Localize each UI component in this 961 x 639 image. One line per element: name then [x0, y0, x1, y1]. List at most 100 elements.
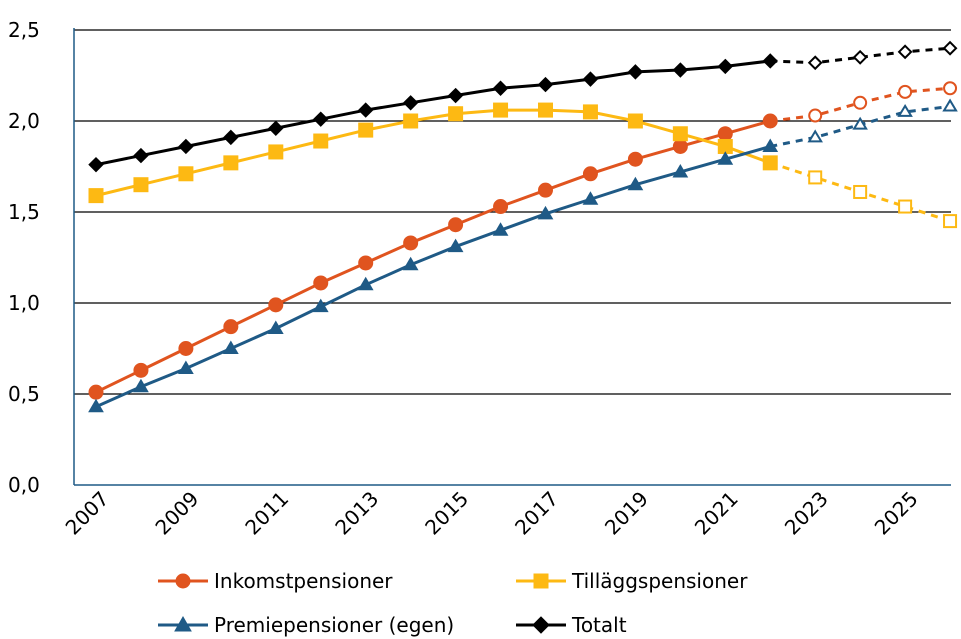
- data-point: [672, 163, 689, 178]
- data-point: [717, 151, 734, 165]
- series-line-forecast: [770, 46, 951, 65]
- legend-item: Premiepensioner (egen): [158, 613, 454, 637]
- series-line-actual: [95, 59, 771, 167]
- data-point: [448, 106, 464, 122]
- data-point: [532, 616, 550, 634]
- x-tick-label: 2021: [690, 487, 743, 540]
- data-point: [402, 256, 419, 271]
- y-tick-label: 0,0: [8, 473, 40, 497]
- data-point: [762, 155, 778, 171]
- data-point: [807, 55, 823, 71]
- data-point: [175, 573, 191, 589]
- y-axis: 0,0 0,5 1,0 1,5 2,0 2,5: [8, 18, 75, 497]
- data-point: [268, 297, 284, 313]
- data-point: [538, 102, 553, 118]
- data-point: [88, 384, 104, 400]
- legend-item: Tilläggspensioner: [516, 569, 748, 593]
- data-point: [133, 147, 149, 164]
- data-point: [853, 184, 868, 199]
- legend-label: Totalt: [571, 613, 627, 637]
- data-point: [174, 615, 192, 632]
- data-point: [717, 58, 734, 75]
- series-premiepensioner-egen: [88, 98, 958, 413]
- data-point: [268, 144, 284, 160]
- data-point: [178, 138, 194, 155]
- data-point: [942, 98, 958, 112]
- data-point: [402, 95, 419, 111]
- series-line-actual: [95, 119, 771, 394]
- series-group: [88, 40, 958, 413]
- x-tick-label: 2025: [870, 487, 923, 540]
- data-point: [627, 176, 644, 191]
- x-tick-label: 2017: [510, 487, 563, 540]
- data-point: [582, 166, 598, 182]
- data-point: [178, 166, 194, 182]
- data-point: [222, 340, 239, 354]
- data-point: [582, 191, 599, 205]
- data-point: [852, 116, 868, 130]
- data-point: [312, 298, 329, 313]
- legend: Inkomstpensioner Tilläggspensioner Premiep…: [158, 569, 748, 637]
- y-tick-label: 0,5: [8, 382, 40, 406]
- y-tick-label: 2,5: [8, 18, 40, 42]
- data-point: [762, 138, 779, 152]
- x-tick-label: 2011: [240, 487, 293, 540]
- y-tick-label: 1,5: [8, 200, 40, 224]
- data-point: [897, 103, 913, 117]
- y-tick-label: 2,0: [8, 109, 40, 133]
- data-point: [627, 151, 643, 167]
- data-point: [943, 81, 958, 96]
- data-point: [357, 102, 374, 118]
- data-point: [448, 217, 464, 233]
- data-point: [223, 155, 239, 171]
- data-point: [493, 199, 509, 215]
- series-inkomstpensioner: [88, 81, 958, 400]
- data-point: [492, 80, 509, 96]
- data-point: [582, 104, 598, 120]
- data-point: [717, 126, 733, 142]
- data-point: [898, 84, 913, 99]
- data-point: [358, 255, 374, 271]
- data-point: [88, 398, 104, 413]
- data-point: [627, 64, 644, 80]
- x-tick-label: 2009: [150, 487, 203, 540]
- data-point: [133, 378, 149, 393]
- data-point: [358, 122, 374, 138]
- series-totalt: [88, 40, 958, 173]
- legend-label: Tilläggspensioner: [571, 569, 748, 593]
- data-point: [943, 214, 958, 229]
- data-point: [897, 44, 913, 60]
- data-point: [672, 126, 688, 142]
- data-point: [582, 71, 599, 87]
- data-point: [807, 129, 823, 143]
- series-line-actual: [95, 108, 771, 198]
- legend-item: Totalt: [516, 613, 627, 637]
- data-point: [942, 40, 958, 56]
- y-tick-label: 1,0: [8, 291, 40, 315]
- data-point: [853, 95, 868, 110]
- data-point: [538, 182, 553, 198]
- data-point: [533, 573, 549, 589]
- data-point: [88, 188, 104, 204]
- data-point: [133, 177, 149, 193]
- x-tick-label: 2007: [61, 487, 114, 540]
- grid-lines: [74, 29, 951, 395]
- data-point: [403, 113, 419, 129]
- data-point: [268, 120, 284, 136]
- data-point: [403, 235, 419, 251]
- data-point: [447, 87, 464, 104]
- series-line-actual: [95, 145, 771, 409]
- data-point: [447, 238, 464, 253]
- data-point: [223, 319, 239, 335]
- legend-label: Inkomstpensioner: [214, 569, 393, 593]
- data-point: [178, 360, 194, 375]
- data-point: [672, 138, 688, 154]
- series-tilläggspensioner: [88, 102, 958, 229]
- data-point: [223, 129, 239, 146]
- data-point: [313, 275, 329, 291]
- data-point: [88, 156, 104, 173]
- data-point: [537, 76, 554, 93]
- data-point: [537, 205, 554, 220]
- data-point: [762, 113, 778, 129]
